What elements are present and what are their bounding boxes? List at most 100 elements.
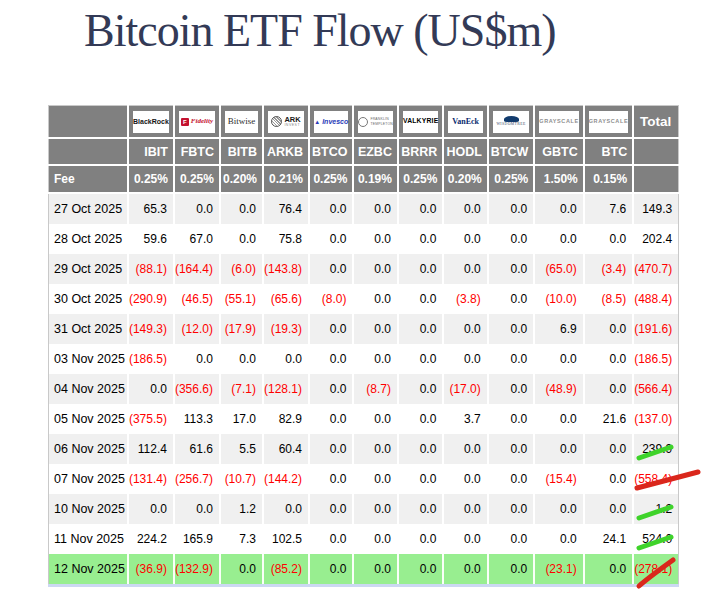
value-cell: 0.0 bbox=[309, 193, 353, 224]
ticker-row: IBITFBTCBITBARKBBTCOEZBCBRRRHODLBTCWGBTC… bbox=[49, 138, 679, 165]
value-cell: (256.7) bbox=[174, 464, 220, 494]
value-cell: 0.0 bbox=[534, 434, 583, 464]
value-cell: 0.0 bbox=[398, 494, 443, 524]
ticker-cell: IBIT bbox=[128, 138, 174, 165]
provider-logo-cell: ARKINVEST bbox=[263, 106, 309, 139]
total-cell: (191.6) bbox=[633, 314, 679, 344]
date-column-header-cell bbox=[49, 106, 128, 139]
value-cell: 0.0 bbox=[128, 374, 174, 404]
value-cell: 0.0 bbox=[584, 224, 633, 254]
value-cell: 0.0 bbox=[534, 524, 583, 554]
valkyrie-logo: VALKYRIE bbox=[403, 111, 438, 133]
date-cell: 28 Oct 2025 bbox=[49, 224, 128, 254]
value-cell: 82.9 bbox=[263, 404, 309, 434]
value-cell: 0.0 bbox=[309, 554, 353, 586]
value-cell: 0.0 bbox=[353, 344, 397, 374]
value-cell: 0.0 bbox=[534, 193, 583, 224]
value-cell: 0.0 bbox=[309, 464, 353, 494]
value-cell: (8.0) bbox=[309, 284, 353, 314]
value-cell: (132.9) bbox=[174, 554, 220, 586]
value-cell: (19.3) bbox=[263, 314, 309, 344]
total-cell: (488.4) bbox=[633, 284, 679, 314]
date-cell: 30 Oct 2025 bbox=[49, 284, 128, 314]
value-cell: 0.0 bbox=[488, 554, 535, 586]
franklin-logo: FRANKLINTEMPLETON bbox=[358, 111, 392, 133]
value-cell: 0.0 bbox=[443, 193, 487, 224]
value-cell: 165.9 bbox=[174, 524, 220, 554]
page-title: Bitcoin ETF Flow (US$m) bbox=[84, 4, 556, 57]
fee-cell: 0.19% bbox=[353, 165, 397, 193]
value-cell: (17.0) bbox=[443, 374, 487, 404]
provider-logo-cell: VanEck bbox=[443, 106, 487, 139]
etf-flow-table: BlackRockFFidelityBitwiseARKINVEST▲Inves… bbox=[48, 105, 679, 587]
date-cell: 03 Nov 2025 bbox=[49, 344, 128, 374]
value-cell: (65.6) bbox=[263, 284, 309, 314]
fee-cell: 0.20% bbox=[443, 165, 487, 193]
value-cell: 0.0 bbox=[488, 344, 535, 374]
wisdomtree-logo: WISDOMTREE bbox=[493, 111, 530, 133]
table-header: BlackRockFFidelityBitwiseARKINVEST▲Inves… bbox=[49, 106, 679, 194]
value-cell: (85.2) bbox=[263, 554, 309, 586]
value-cell: 0.0 bbox=[398, 314, 443, 344]
ticker-cell: BITB bbox=[220, 138, 263, 165]
provider-logo-cell: WISDOMTREE bbox=[488, 106, 535, 139]
value-cell: 0.0 bbox=[534, 344, 583, 374]
ticker-cell: BTCW bbox=[488, 138, 535, 165]
fee-cell: 0.25% bbox=[398, 165, 443, 193]
value-cell: 0.0 bbox=[584, 314, 633, 344]
table-row: 05 Nov 2025(375.5)113.317.082.90.00.00.0… bbox=[49, 404, 679, 434]
value-cell: 0.0 bbox=[309, 434, 353, 464]
value-cell: (143.8) bbox=[263, 254, 309, 284]
value-cell: 0.0 bbox=[443, 464, 487, 494]
ticker-cell: HODL bbox=[443, 138, 487, 165]
value-cell: 5.5 bbox=[220, 434, 263, 464]
value-cell: 6.9 bbox=[534, 314, 583, 344]
value-cell: (23.1) bbox=[534, 554, 583, 586]
value-cell: (290.9) bbox=[128, 284, 174, 314]
value-cell: (8.7) bbox=[353, 374, 397, 404]
ticker-cell: EZBC bbox=[353, 138, 397, 165]
table-row: 12 Nov 2025(36.9)(132.9)0.0(85.2)0.00.00… bbox=[49, 554, 679, 586]
provider-logo-cell: BlackRock bbox=[128, 106, 174, 139]
total-column-header: Total bbox=[633, 106, 679, 139]
fee-cell: 0.25% bbox=[488, 165, 535, 193]
value-cell: 102.5 bbox=[263, 524, 309, 554]
value-cell: (3.8) bbox=[443, 284, 487, 314]
value-cell: (7.1) bbox=[220, 374, 263, 404]
value-cell: 0.0 bbox=[584, 434, 633, 464]
value-cell: 0.0 bbox=[398, 254, 443, 284]
value-cell: 0.0 bbox=[174, 344, 220, 374]
value-cell: (15.4) bbox=[534, 464, 583, 494]
value-cell: (128.1) bbox=[263, 374, 309, 404]
value-cell: (17.9) bbox=[220, 314, 263, 344]
value-cell: 0.0 bbox=[398, 554, 443, 586]
value-cell: 0.0 bbox=[309, 374, 353, 404]
value-cell: 75.8 bbox=[263, 224, 309, 254]
ticker-cell: ARKB bbox=[263, 138, 309, 165]
value-cell: 0.0 bbox=[353, 284, 397, 314]
value-cell: 0.0 bbox=[398, 374, 443, 404]
value-cell: 3.7 bbox=[443, 404, 487, 434]
value-cell: 0.0 bbox=[353, 193, 397, 224]
value-cell: 0.0 bbox=[488, 434, 535, 464]
table-row: 06 Nov 2025112.461.65.560.40.00.00.00.00… bbox=[49, 434, 679, 464]
value-cell: 0.0 bbox=[488, 224, 535, 254]
value-cell: 0.0 bbox=[398, 193, 443, 224]
provider-logo-cell: GRAYSCALE bbox=[584, 106, 633, 139]
value-cell: 0.0 bbox=[220, 344, 263, 374]
value-cell: 17.0 bbox=[220, 404, 263, 434]
value-cell: 0.0 bbox=[534, 404, 583, 434]
total-cell: 239.9 bbox=[633, 434, 679, 464]
value-cell: 0.0 bbox=[353, 224, 397, 254]
grayscale-logo: GRAYSCALE bbox=[589, 111, 628, 133]
provider-logo-cell: FFidelity bbox=[174, 106, 220, 139]
value-cell: 0.0 bbox=[309, 344, 353, 374]
value-cell: (10.7) bbox=[220, 464, 263, 494]
fee-cell: 0.25% bbox=[174, 165, 220, 193]
value-cell: 21.6 bbox=[584, 404, 633, 434]
value-cell: 0.0 bbox=[534, 224, 583, 254]
value-cell: 76.4 bbox=[263, 193, 309, 224]
ticker-row-total-cell bbox=[633, 138, 679, 165]
ticker-row-date-cell bbox=[49, 138, 128, 165]
value-cell: 0.0 bbox=[584, 374, 633, 404]
